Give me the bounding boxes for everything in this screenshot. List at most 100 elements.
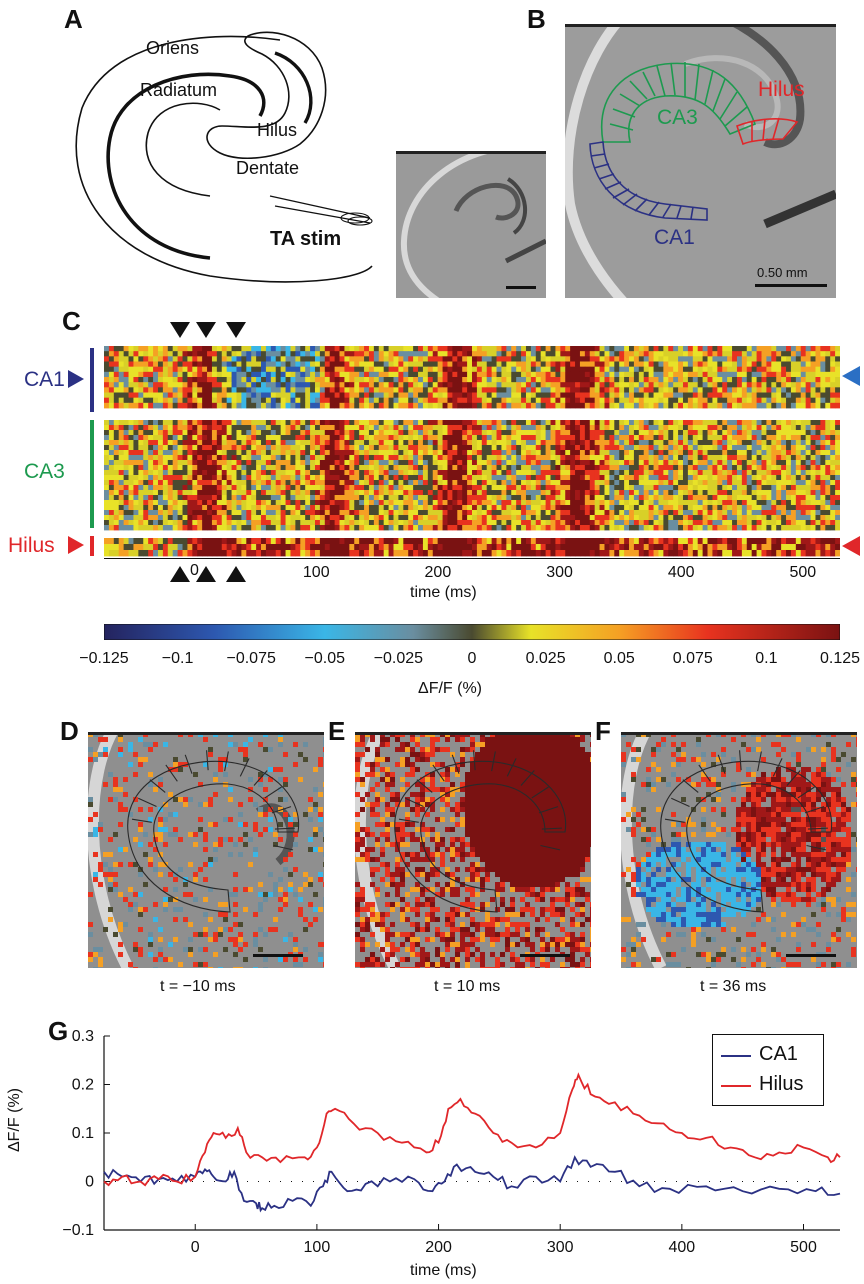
heatmap-cell: [202, 515, 208, 521]
heatmap-cell: [525, 455, 532, 461]
heatmap-cell: [133, 361, 139, 368]
heatmap-cell: [138, 435, 144, 441]
heatmap-cell: [599, 346, 605, 352]
heatmap-cell: [609, 356, 615, 362]
heatmap-cell: [314, 485, 321, 491]
heatmap-cell: [545, 366, 551, 373]
heatmap-cell: [457, 475, 463, 481]
heatmap-cell: [104, 460, 110, 466]
heatmap-cell: [427, 387, 434, 393]
heatmap-cell: [138, 420, 144, 426]
heatmap-cell: [422, 460, 429, 466]
heatmap-cell: [555, 505, 561, 511]
heatmap-cell: [560, 465, 566, 471]
heatmap-cell: [624, 465, 630, 471]
heatmap-cell: [157, 495, 164, 501]
heatmap-cell: [584, 440, 591, 446]
heatmap-cell: [825, 485, 831, 491]
heatmap-cell: [648, 361, 654, 368]
heatmap-cell: [182, 490, 188, 496]
heatmap-cell: [678, 435, 684, 441]
heatmap-cell: [226, 402, 232, 409]
heatmap-cell: [771, 430, 777, 436]
heatmap-cell: [207, 490, 213, 496]
heatmap-cell: [589, 460, 596, 466]
heatmap-cell: [501, 490, 507, 496]
heatmap-cell: [550, 475, 556, 481]
heatmap-cell: [349, 387, 355, 393]
heatmap-cell: [535, 470, 542, 476]
heatmap-cell: [746, 420, 753, 426]
heatmap-cell: [687, 425, 694, 431]
heatmap-cell: [633, 515, 640, 521]
heatmap-cell: [663, 455, 669, 461]
heatmap-cell: [167, 356, 174, 362]
heatmap-cell: [535, 425, 542, 431]
heatmap-cell: [511, 356, 517, 362]
heatmap-cell: [447, 445, 453, 451]
heatmap-cell: [182, 455, 188, 461]
heatmap-cell: [153, 371, 159, 378]
heatmap-cell: [334, 465, 340, 471]
heatmap-cell: [707, 435, 713, 441]
heatmap-cell: [648, 366, 654, 373]
heatmap-cell: [153, 387, 159, 393]
heatmap-cell: [462, 351, 468, 357]
heatmap-cell: [344, 510, 350, 516]
heatmap-cell: [344, 500, 350, 506]
heatmap-cell: [153, 490, 159, 496]
heatmap-cell: [364, 505, 370, 511]
heatmap-cell: [432, 425, 439, 431]
heatmap-cell: [113, 420, 120, 426]
heatmap-cell: [182, 485, 188, 491]
heatmap-cell: [820, 346, 826, 352]
heatmap-cell: [535, 356, 542, 362]
heatmap-cell: [153, 510, 159, 516]
heatmap-cell: [339, 361, 345, 368]
heatmap-cell: [579, 392, 586, 399]
heatmap-cell: [373, 420, 380, 426]
heatmap-cell: [339, 490, 345, 496]
heatmap-cell: [776, 520, 782, 526]
heatmap-cell: [447, 392, 453, 399]
heatmap-cell: [525, 392, 532, 399]
heatmap-cell: [403, 505, 409, 511]
heatmap-cell: [486, 377, 493, 383]
heatmap-cell: [476, 445, 483, 451]
heatmap-cell: [761, 351, 767, 357]
heatmap-cell: [481, 455, 488, 461]
heatmap-cell: [491, 402, 497, 409]
heatmap-cell: [609, 366, 615, 373]
heatmap-cell: [270, 425, 277, 431]
heatmap-cell: [128, 351, 134, 357]
heatmap-cell: [403, 377, 409, 383]
heatmap-cell: [633, 356, 640, 362]
heatmap-cell: [231, 425, 237, 431]
heatmap-cell: [643, 366, 650, 373]
heatmap-cell: [305, 402, 311, 409]
heatmap-cell: [815, 510, 821, 516]
heatmap-cell: [648, 425, 654, 431]
heatmap-cell: [481, 371, 488, 378]
heatmap-cell: [226, 361, 232, 368]
heatmap-cell: [349, 346, 355, 352]
heatmap-cell: [216, 430, 223, 436]
heatmap-cell: [682, 351, 689, 357]
heatmap-cell: [138, 377, 144, 383]
heatmap-cell: [771, 505, 777, 511]
heatmap-cell: [462, 450, 468, 456]
heatmap-cell: [187, 371, 193, 378]
heatmap-cell: [800, 366, 807, 373]
heatmap-cell: [589, 520, 596, 526]
heatmap-cell: [157, 346, 164, 352]
heatmap-cell: [354, 520, 360, 526]
heatmap-cell: [324, 480, 331, 486]
heatmap-cell: [663, 435, 669, 441]
heatmap-cell: [452, 510, 458, 516]
heatmap-cell: [815, 425, 821, 431]
heatmap-cell: [545, 485, 551, 491]
heatmap-cell: [776, 392, 782, 399]
heatmap-cell: [530, 361, 537, 368]
heatmap-cell: [216, 361, 223, 368]
heatmap-cell: [820, 480, 826, 486]
